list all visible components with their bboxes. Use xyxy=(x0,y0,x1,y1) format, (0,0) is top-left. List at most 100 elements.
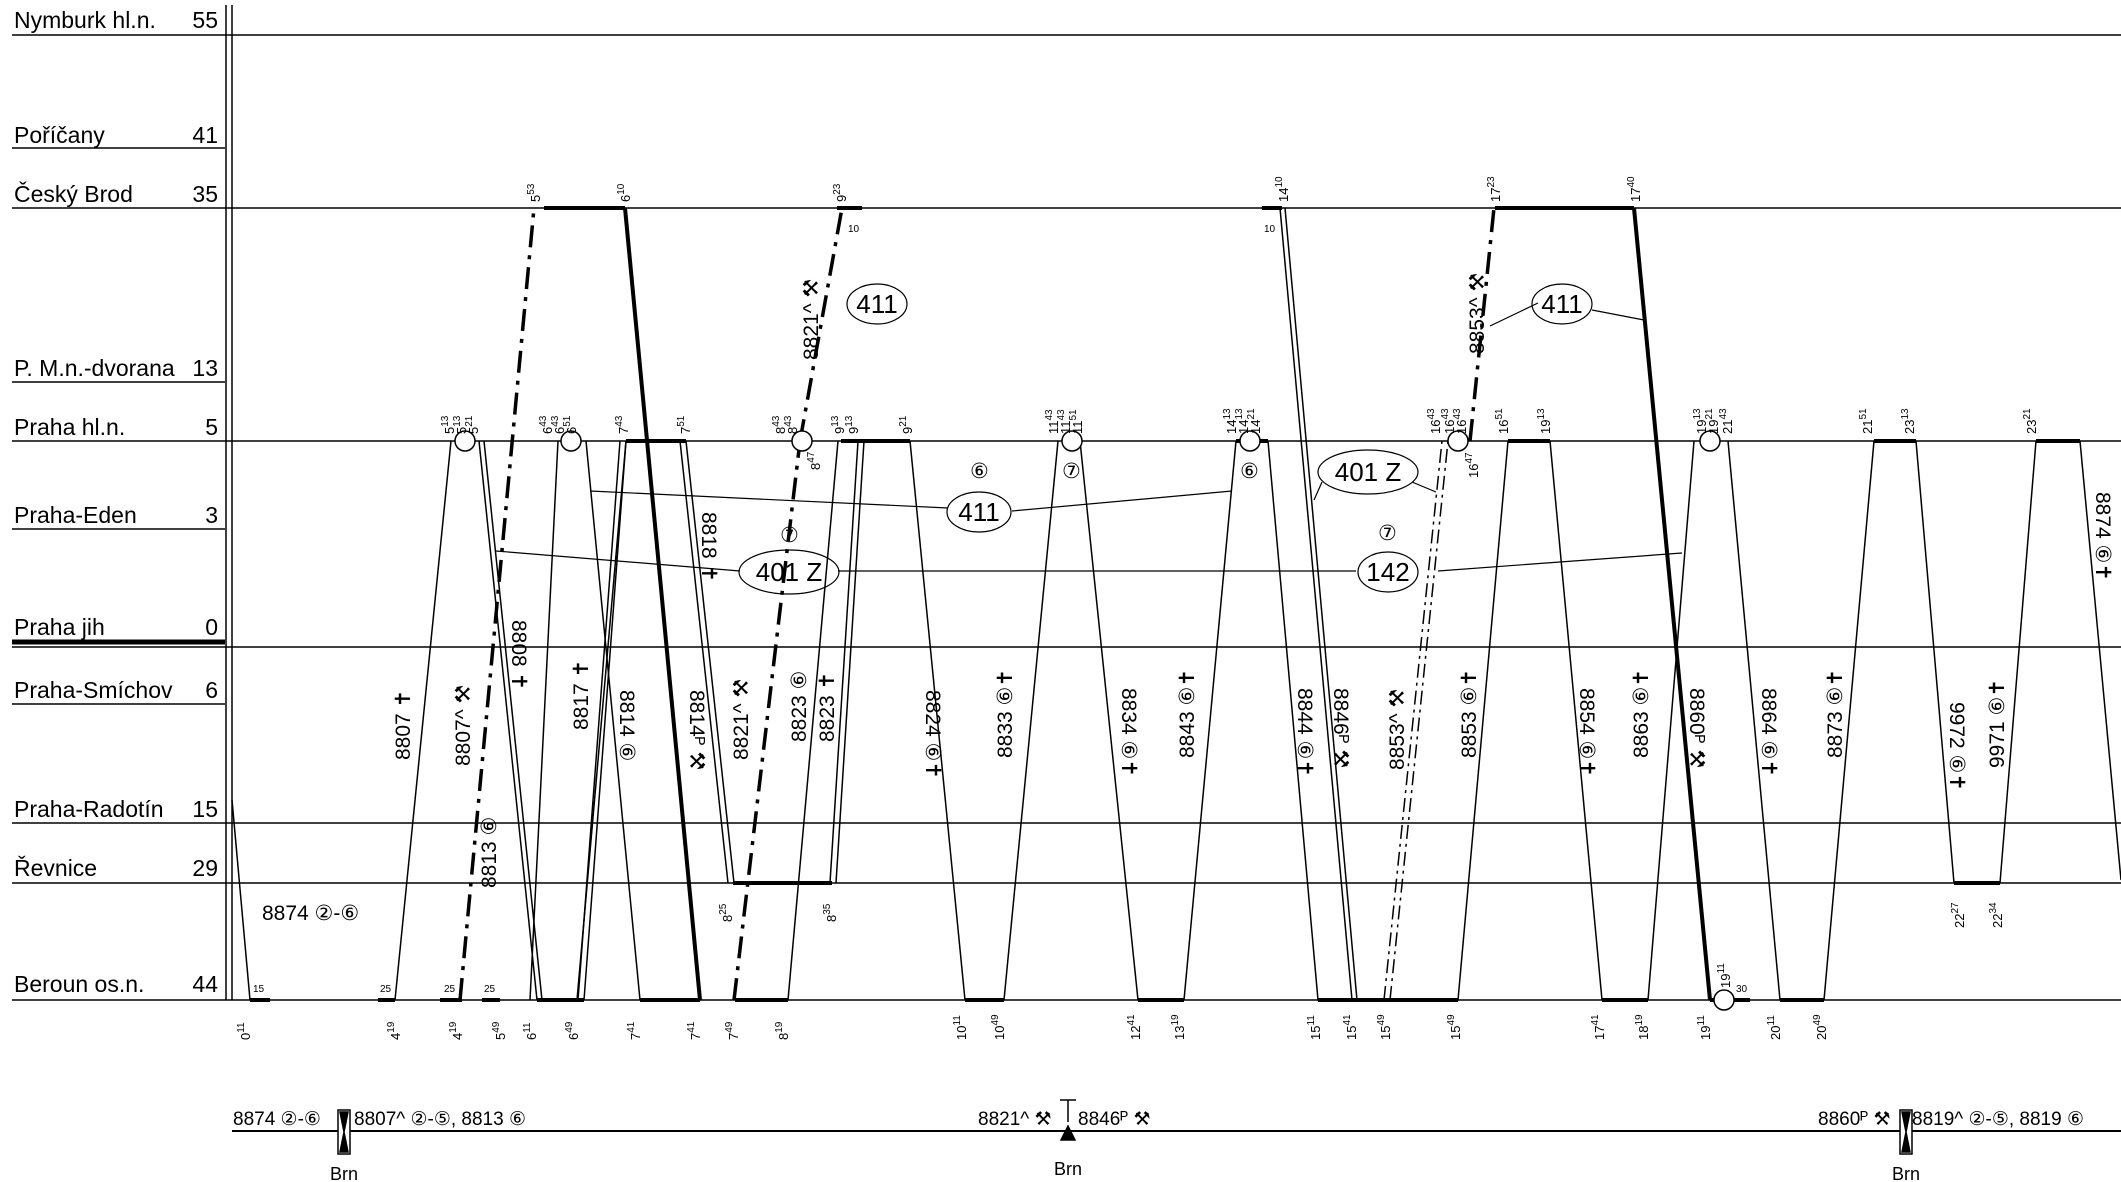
time-label: 1143 xyxy=(1056,409,1073,434)
time-label: 913 xyxy=(844,415,861,434)
bubble-oval xyxy=(1357,551,1419,593)
time-label: 419 xyxy=(386,1021,403,1040)
time-label: 843 xyxy=(771,415,788,434)
minor-mark: 25 xyxy=(380,984,392,995)
train-label: 8821^ ⚒ xyxy=(800,279,823,360)
top-times: 553 610 923 1410 1723 1740 xyxy=(526,176,1643,202)
time-label: 751 xyxy=(676,415,693,434)
train-path xyxy=(2079,440,2121,881)
time-label: 1651 xyxy=(1494,408,1511,434)
time-label: 2151 xyxy=(1858,408,1875,434)
time-label: 1413 xyxy=(1222,408,1239,434)
train-path xyxy=(787,440,839,1001)
train-path xyxy=(1267,440,1319,1001)
train-path xyxy=(1079,440,1139,1001)
station-name: Praha hl.n. xyxy=(14,414,125,440)
station-name: Praha-Radotín xyxy=(14,796,164,822)
bubble-oval xyxy=(1531,283,1593,325)
brn-hourglass-icon xyxy=(1901,1111,1911,1153)
train-label: 8813 ⑥ xyxy=(478,817,501,888)
leader-line xyxy=(589,490,949,509)
footer-text: 8874 ②-⑥ xyxy=(233,1109,321,1130)
circled-mark: ⑦ xyxy=(1062,460,1081,483)
train-path xyxy=(1647,440,1695,1001)
leader-line xyxy=(495,550,741,572)
time-label: 923 xyxy=(832,183,849,202)
freight-path xyxy=(732,440,802,1001)
brn-symbol-left xyxy=(337,1109,351,1155)
train-label: 8807 ✝ xyxy=(392,690,415,760)
train-label: 8853^ ⚒ xyxy=(1466,273,1489,354)
time-label: 2049 xyxy=(1812,1014,1829,1040)
time-label: 749 xyxy=(724,1021,741,1040)
station-km: 44 xyxy=(192,971,218,997)
leader-line xyxy=(1591,309,1645,321)
station-name: Beroun os.n. xyxy=(14,971,144,997)
time-label: 1049 xyxy=(990,1014,1007,1040)
train-label: 8823 ⑥ xyxy=(788,671,811,742)
train-path xyxy=(1915,440,1955,884)
train-label: 8860ᴾ ⚒ xyxy=(1685,688,1708,768)
time-label: 1511 xyxy=(1306,1015,1323,1040)
train-label: 8821^ ⚒ xyxy=(730,679,753,760)
train-label: 8846ᴾ ⚒ xyxy=(1329,688,1352,768)
bold-path xyxy=(1632,207,1712,1001)
train-path xyxy=(478,440,538,1001)
bubble-label: 411 xyxy=(856,289,897,319)
freight-path xyxy=(1468,207,1496,442)
bubble-label: 411 xyxy=(958,497,999,527)
time-label: 741 xyxy=(626,1021,643,1040)
brn-symbol-mid xyxy=(1059,1099,1077,1141)
train-path xyxy=(585,440,641,1001)
leader-line xyxy=(1489,302,1539,327)
minor-mark: 25 xyxy=(444,984,456,995)
crossing-marker xyxy=(1447,430,1469,452)
minor-mark: 847 xyxy=(806,451,823,470)
brn-hourglass-icon xyxy=(339,1111,349,1153)
time-label: 549 xyxy=(491,1021,508,1040)
brn-label: Brn xyxy=(1892,1164,1920,1182)
time-label: 643 xyxy=(550,415,567,434)
brn-label: Brn xyxy=(330,1164,358,1182)
leader-line xyxy=(1437,552,1683,572)
train-path xyxy=(1183,440,1237,1001)
minor-mark: 10 xyxy=(848,224,860,235)
time-label: 513 xyxy=(452,415,469,434)
time-label: 1819 xyxy=(1634,1014,1651,1040)
crossing-marker xyxy=(1713,989,1735,1011)
station-km: 29 xyxy=(192,855,218,881)
station-labels: Nymburk hl.n. 55 Poříčany 41 Český Brod … xyxy=(14,7,218,997)
bubble-oval xyxy=(1317,449,1419,495)
circled-mark: ⑥ xyxy=(1240,460,1259,483)
brn-symbol-right xyxy=(1899,1109,1913,1155)
bold-path xyxy=(623,207,702,1001)
train-label: 8824 ⑥✝ xyxy=(921,690,944,779)
time-label: 643 xyxy=(538,415,555,434)
train-path xyxy=(583,440,627,1001)
minor-mark: 1911 xyxy=(1716,963,1733,988)
bubble-oval xyxy=(846,283,908,325)
train-label: 8853 ⑥✝ xyxy=(1458,669,1481,758)
footer-text: 8821^ ⚒ xyxy=(978,1109,1052,1130)
train-label: 8874 ⑥✝ xyxy=(2091,492,2114,581)
freight-path xyxy=(1383,440,1443,1001)
station-lines xyxy=(12,5,2121,1001)
train-path xyxy=(909,440,966,1001)
station-name: Nymburk hl.n. xyxy=(14,7,156,33)
train-label: 8833 ⑥✝ xyxy=(994,669,1017,758)
time-label: 2227 xyxy=(1950,902,1967,928)
revnice-times: 825 835 2227 2234 xyxy=(718,902,2005,928)
time-label: 2011 xyxy=(1766,1015,1783,1040)
train-label: 8864 ⑥✝ xyxy=(1757,688,1780,777)
freight-path xyxy=(1389,440,1449,1001)
station-name: Praha-Eden xyxy=(14,502,137,528)
time-label: 1241 xyxy=(1126,1014,1143,1040)
station-km: 55 xyxy=(192,7,218,33)
time-label: 819 xyxy=(774,1021,791,1040)
time-label: 1143 xyxy=(1044,409,1061,434)
footer-text: 8860ᴾ ⚒ xyxy=(1818,1109,1891,1130)
time-label: 921 xyxy=(898,415,915,434)
train-label: 8808 ✝ xyxy=(507,620,530,690)
train-path xyxy=(1279,207,1353,1001)
